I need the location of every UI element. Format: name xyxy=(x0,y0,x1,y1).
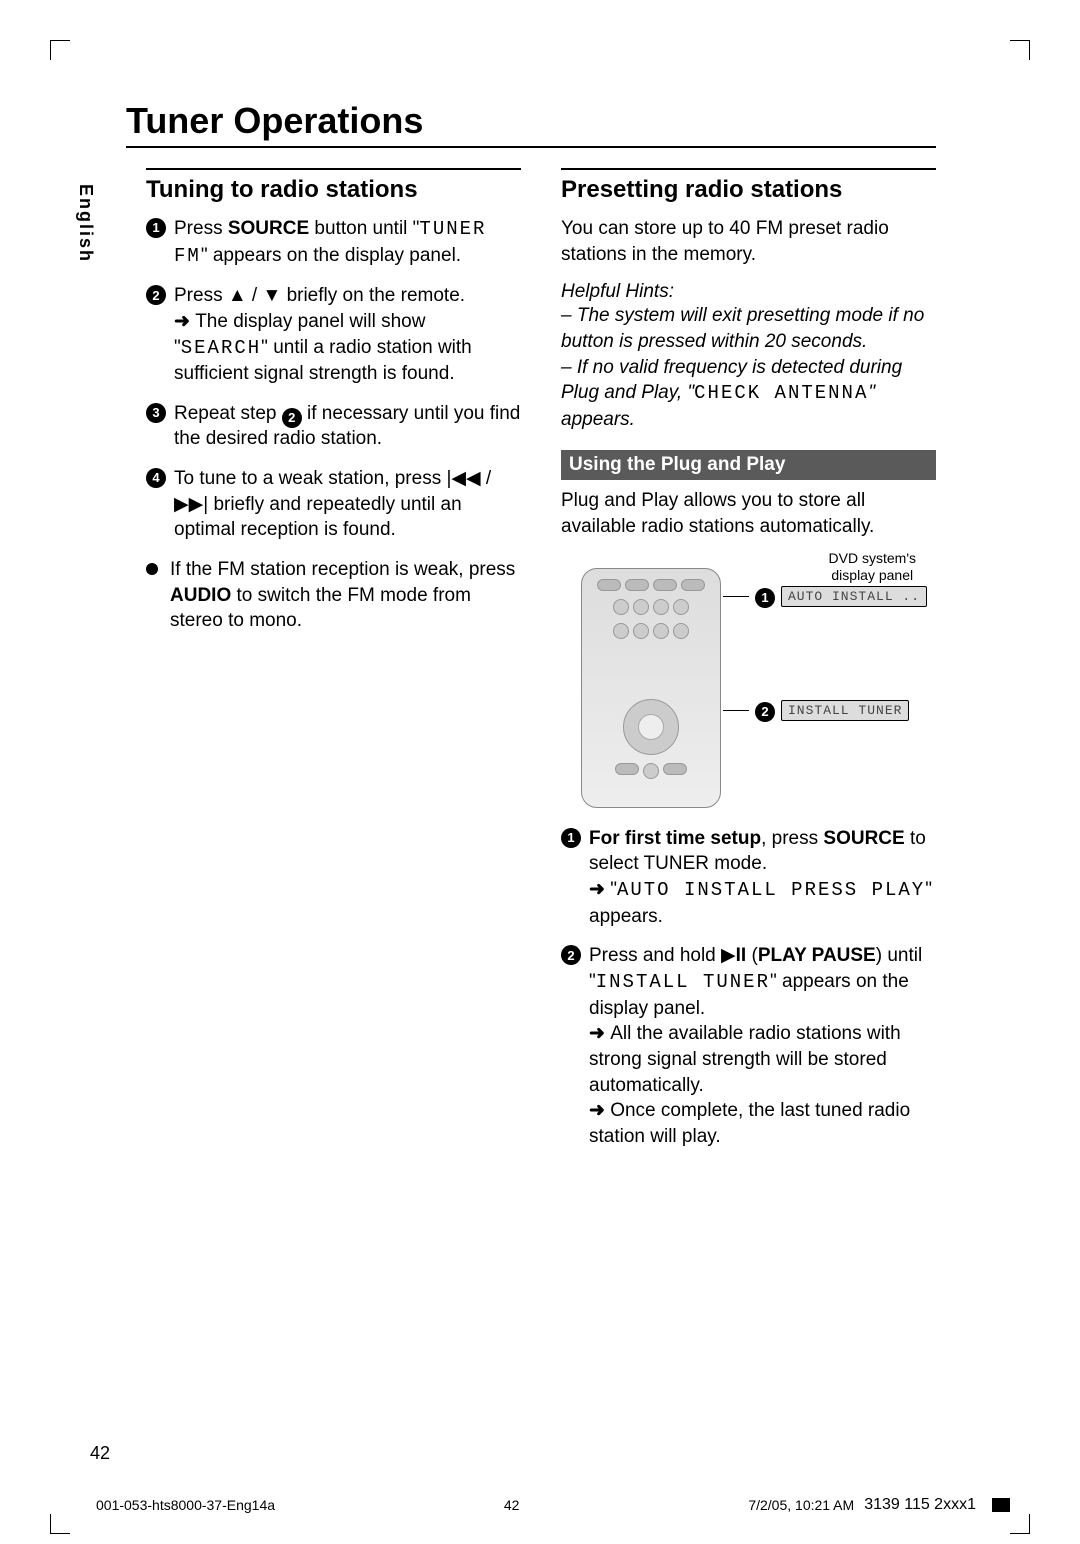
footer-page: 42 xyxy=(504,1497,520,1513)
text: " appears on the display panel. xyxy=(201,245,461,266)
bullet-icon xyxy=(146,563,158,575)
hints-heading: Helpful Hints: xyxy=(561,281,936,303)
inline-badge-2: 2 xyxy=(282,408,302,428)
footer-code: 3139 115 2xxx1 xyxy=(864,1496,976,1514)
figure-caption: DVD system's display panel xyxy=(829,550,916,584)
language-tab: English xyxy=(75,184,96,263)
step-badge-1b: 1 xyxy=(561,828,581,848)
display-panel-2: INSTALL TUNER xyxy=(781,700,909,721)
footer-file: 001-053-hts8000-37-Eng14a xyxy=(96,1497,275,1513)
display-text: CHECK ANTENNA xyxy=(694,382,868,404)
text-bold: SOURCE xyxy=(228,218,309,239)
display-text: SEARCH xyxy=(181,337,261,359)
footer: 001-053-hts8000-37-Eng14a 42 7/2/05, 10:… xyxy=(96,1496,1010,1514)
arrow-icon: ➜ xyxy=(589,1100,610,1121)
plug-step-1: 1 For first time setup, press SOURCE to … xyxy=(561,826,936,930)
left-column: Tuning to radio stations 1 Press SOURCE … xyxy=(146,168,521,1163)
text: appears. xyxy=(589,906,663,927)
text: Repeat step xyxy=(174,403,282,424)
text-bold: AUDIO xyxy=(170,585,231,606)
sub-intro: Plug and Play allows you to store all av… xyxy=(561,488,936,539)
display-text: AUTO INSTALL PRESS PLAY xyxy=(617,879,925,901)
subsection-heading: Using the Plug and Play xyxy=(561,450,936,480)
text-bold: PLAY PAUSE xyxy=(758,945,876,966)
page: Tuner Operations Tuning to radio station… xyxy=(96,40,996,1500)
page-title: Tuner Operations xyxy=(126,100,936,148)
step-badge-1: 1 xyxy=(146,218,166,238)
plug-step-2: 2 Press and hold ▶II (PLAY PAUSE) until … xyxy=(561,943,936,1149)
text: , press xyxy=(761,828,823,849)
step-badge-2: 2 xyxy=(146,285,166,305)
text: Press ▲ / ▼ briefly on the remote. xyxy=(174,285,465,306)
text: If the FM station reception is weak, pre… xyxy=(170,559,515,580)
step-badge-3: 3 xyxy=(146,403,166,423)
display-text: INSTALL TUNER xyxy=(596,971,770,993)
figure-remote-panel: DVD system's display panel xyxy=(571,550,936,810)
text: Press xyxy=(174,218,228,239)
section-heading-presetting: Presetting radio stations xyxy=(561,168,936,204)
text: All the available radio stations with st… xyxy=(589,1023,901,1095)
text-bold: For first time setup xyxy=(589,828,761,849)
callout-2: 2 INSTALL TUNER xyxy=(723,700,909,722)
step-2: 2 Press ▲ / ▼ briefly on the remote. ➜ T… xyxy=(146,283,521,387)
text: Press and hold ▶ xyxy=(589,945,736,966)
step-badge-4: 4 xyxy=(146,468,166,488)
hint-1: – The system will exit presetting mode i… xyxy=(561,303,936,354)
step-4: 4 To tune to a weak station, press |◀◀ /… xyxy=(146,466,521,543)
arrow-icon: ➜ xyxy=(174,311,195,332)
right-column: Presetting radio stations You can store … xyxy=(561,168,936,1163)
callout-badge-2: 2 xyxy=(755,702,775,722)
callout-1: 1 AUTO INSTALL .. xyxy=(723,586,927,608)
text-bold: SOURCE xyxy=(823,828,904,849)
text: Once complete, the last tuned radio stat… xyxy=(589,1100,910,1147)
step-badge-2b: 2 xyxy=(561,945,581,965)
text: button until " xyxy=(309,218,419,239)
step-3: 3 Repeat step 2 if necessary until you f… xyxy=(146,401,521,452)
hint-2: – If no valid frequency is detected duri… xyxy=(561,355,936,433)
section-heading-tuning: Tuning to radio stations xyxy=(146,168,521,204)
bullet-note: If the FM station reception is weak, pre… xyxy=(146,557,521,634)
callout-badge-1: 1 xyxy=(755,588,775,608)
arrow-icon: ➜ xyxy=(589,879,610,900)
text: To tune to a weak station, press |◀◀ / ▶… xyxy=(174,466,521,543)
arrow-icon: ➜ xyxy=(589,1023,610,1044)
crop-mark-icon xyxy=(992,1498,1010,1512)
page-number: 42 xyxy=(90,1443,110,1464)
step-1: 1 Press SOURCE button until "TUNER FM" a… xyxy=(146,216,521,269)
intro-text: You can store up to 40 FM preset radio s… xyxy=(561,216,936,267)
display-panel-1: AUTO INSTALL .. xyxy=(781,586,927,607)
remote-illustration xyxy=(581,568,721,808)
footer-date: 7/2/05, 10:21 AM xyxy=(748,1497,854,1513)
